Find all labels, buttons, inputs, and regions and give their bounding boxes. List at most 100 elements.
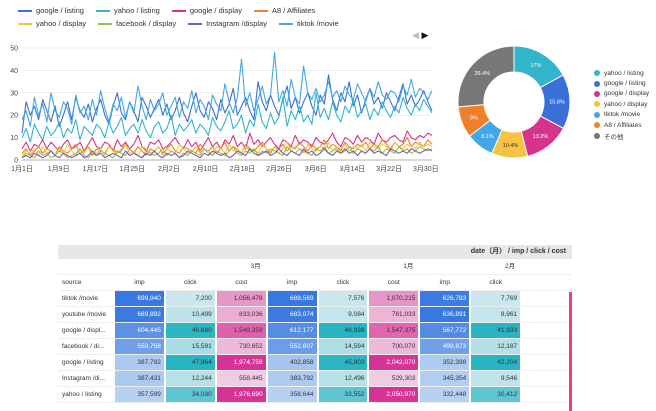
series-line <box>21 137 433 157</box>
table-cell: 700,070 <box>369 339 419 355</box>
x-tick-label: 3月22日 <box>376 165 402 173</box>
table-grid: 3月 1月 2月 source imp click cost imp click cost imp c… <box>58 259 572 403</box>
column-header: click <box>470 275 522 291</box>
x-tick-label: 3月14日 <box>340 165 366 173</box>
month-spacer <box>521 259 572 275</box>
legend-item[interactable]: google / listing <box>18 6 84 15</box>
table-cell: 45,803 <box>318 355 368 371</box>
table-cell: 1,056,478 <box>216 291 266 307</box>
row-source-label: youtube /movie <box>58 307 114 323</box>
donut-legend-dot <box>594 80 600 87</box>
table-cell: 34,030 <box>165 387 215 403</box>
table-cell: 1,976,690 <box>216 387 266 403</box>
donut-legend-dot <box>594 111 600 118</box>
legend-item[interactable]: A8 / Affiliates <box>253 6 315 15</box>
table-cell: 12,244 <box>165 371 215 387</box>
table-cell-empty <box>521 323 572 339</box>
table-cell-empty <box>521 291 572 307</box>
legend-label: tiktok /movie <box>296 19 339 28</box>
donut-legend-item[interactable]: google / display <box>594 89 649 99</box>
x-tick-label: 2月2日 <box>158 165 180 173</box>
donut-legend-dot <box>594 101 600 108</box>
table-cell: 387,431 <box>115 371 164 387</box>
table-cell: 604,445 <box>115 323 164 339</box>
legend-next-icon[interactable]: ▶ <box>421 30 429 40</box>
donut-legend-item[interactable]: tiktok /movie <box>594 110 649 120</box>
donut-slice <box>457 45 515 108</box>
legend-prev-icon[interactable]: ◀ <box>412 30 419 40</box>
table-cell: 42,204 <box>471 355 521 371</box>
table-cell: 15,591 <box>165 339 215 355</box>
legend-swatch <box>18 9 32 12</box>
donut-slice-label: 8.1% <box>481 134 494 140</box>
table-cell: 499,873 <box>420 339 470 355</box>
month-header: 3月 <box>215 259 267 275</box>
table-cell: 357,599 <box>115 387 164 403</box>
table-cell: 9,546 <box>471 371 521 387</box>
legend-row: google / listing yahoo / listing google / … <box>18 4 418 17</box>
legend-pager[interactable]: ◀ ▶ <box>412 30 428 41</box>
legend-swatch <box>188 22 203 25</box>
month-row-spacer <box>58 259 114 275</box>
donut-legend-item[interactable]: yahoo / listing <box>594 68 649 78</box>
x-tick-label: 2月26日 <box>266 165 292 173</box>
pivot-table: date（月） / imp / click / cost 3月 1月 2月 sourc… <box>58 245 572 403</box>
legend-swatch <box>18 22 32 25</box>
donut-legend-label: その他 <box>604 133 624 141</box>
donut-legend-label: yahoo / display <box>604 100 648 108</box>
table-cell: 612,177 <box>267 323 317 339</box>
series-line <box>21 92 433 143</box>
y-tick-label: 40 <box>10 68 18 75</box>
donut-legend-item[interactable]: A8 / Affiliates <box>594 120 649 130</box>
row-source-label: google / listing <box>58 355 114 371</box>
x-tick-label: 1月1日 <box>11 165 33 173</box>
table-cell: 2,050,970 <box>369 387 419 403</box>
donut-chart: 17% 15.8% 13.3% 10.4% 8.1% 9% 26.4% <box>457 45 571 159</box>
legend-item[interactable]: google / display <box>171 6 242 15</box>
legend-swatch <box>253 9 268 12</box>
table-cell: 7,576 <box>318 291 368 307</box>
table-cell: 626,783 <box>420 291 470 307</box>
table-cell: 12,496 <box>318 371 368 387</box>
table-cell: 7,200 <box>165 291 215 307</box>
donut-legend-item[interactable]: その他 <box>594 130 649 141</box>
table-cell: 402,858 <box>267 355 317 371</box>
month-header: 2月 <box>470 259 522 275</box>
column-header: cost <box>215 275 267 291</box>
series-line <box>21 130 433 152</box>
table-cell: 345,354 <box>420 371 470 387</box>
y-tick-label: 50 <box>10 46 18 53</box>
legend-swatch <box>171 9 186 12</box>
row-source-label: google / displ... <box>58 323 114 339</box>
donut-legend-label: google / listing <box>604 80 646 88</box>
column-header: imp <box>114 275 165 291</box>
donut-slice-label: 9% <box>470 116 478 122</box>
table-cell: 33,552 <box>318 387 368 403</box>
donut-legend-item[interactable]: google / listing <box>594 78 649 88</box>
column-header: imp <box>266 275 318 291</box>
x-tick-label: 1月25日 <box>119 165 145 173</box>
donut-legend-label: A8 / Affiliates <box>604 121 642 129</box>
legend-item[interactable]: tiktok /movie <box>278 19 339 28</box>
table-cell: 636,891 <box>420 307 470 323</box>
x-tick-label: 1月17日 <box>83 165 109 173</box>
table-cell: 558,445 <box>216 371 266 387</box>
legend-item[interactable]: yahoo / listing <box>95 6 160 15</box>
donut-slice-label: 26.4% <box>474 71 490 77</box>
donut-legend-dot <box>594 70 600 77</box>
table-cell: 552,607 <box>267 339 317 355</box>
series-line <box>21 74 433 134</box>
legend-row: yahoo / display facebook / display Instagr… <box>18 17 418 30</box>
legend-item[interactable]: yahoo / display <box>18 19 86 28</box>
table-cell: 1,549,359 <box>216 323 266 339</box>
table-cell: 46,938 <box>318 323 368 339</box>
donut-legend-label: google / display <box>604 90 650 98</box>
donut-legend-item[interactable]: yahoo / display <box>594 99 649 109</box>
x-tick-label: 2月10日 <box>193 165 219 173</box>
column-header: click <box>317 275 369 291</box>
legend-label: yahoo / display <box>36 19 87 28</box>
table-cell: 352,398 <box>420 355 470 371</box>
legend-item[interactable]: Instagram /display <box>188 19 267 28</box>
legend-item[interactable]: facebook / display <box>98 19 176 28</box>
table-cell: 761,033 <box>369 307 419 323</box>
